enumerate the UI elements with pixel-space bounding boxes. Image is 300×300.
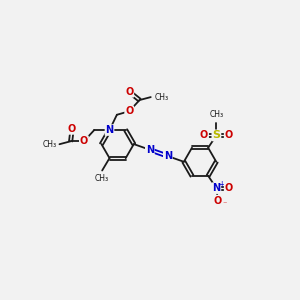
Text: O: O	[225, 130, 233, 140]
Text: O: O	[214, 196, 222, 206]
Text: N: N	[106, 125, 114, 135]
Text: CH₃: CH₃	[95, 174, 109, 183]
Text: N: N	[164, 151, 172, 161]
Text: N: N	[212, 183, 220, 193]
Text: CH₃: CH₃	[154, 93, 168, 102]
Text: ⁻: ⁻	[222, 199, 227, 208]
Text: +: +	[218, 179, 224, 188]
Text: O: O	[200, 130, 208, 140]
Text: N: N	[146, 145, 154, 155]
Text: O: O	[225, 183, 233, 193]
Text: S: S	[212, 130, 220, 140]
Text: CH₃: CH₃	[209, 110, 224, 119]
Text: O: O	[68, 124, 76, 134]
Text: CH₃: CH₃	[43, 140, 57, 149]
Text: O: O	[125, 87, 134, 97]
Text: O: O	[80, 136, 88, 146]
Text: O: O	[125, 106, 134, 116]
